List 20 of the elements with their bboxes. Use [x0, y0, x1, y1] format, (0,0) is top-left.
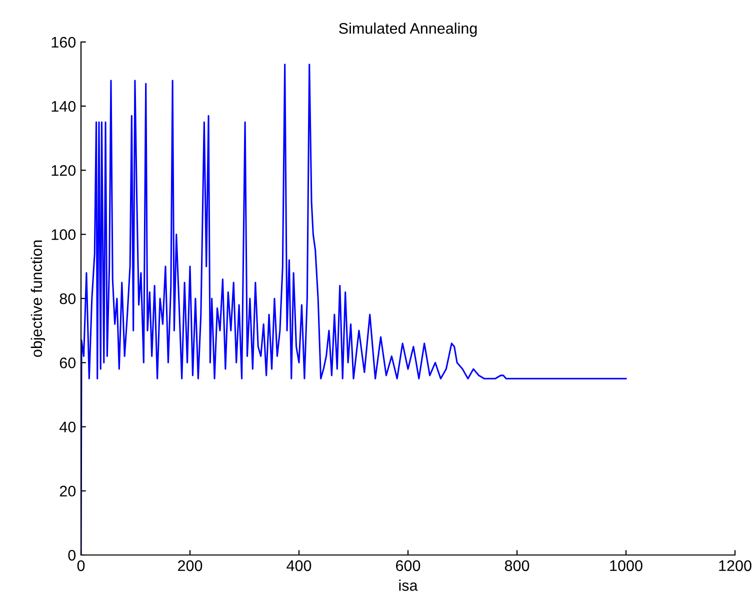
- x-tick-label: 1000: [610, 560, 642, 572]
- x-tick-label: 1200: [719, 560, 752, 572]
- y-tick-label: 20: [60, 486, 76, 497]
- y-tick-label: 160: [52, 36, 76, 48]
- x-axis-title: isa: [399, 580, 418, 591]
- y-tick-label: 60: [60, 357, 76, 368]
- y-tick-label: 120: [52, 165, 76, 176]
- x-tick-label: 600: [396, 560, 420, 572]
- y-tick-label: 0: [68, 550, 76, 561]
- x-tick-label: 200: [178, 560, 202, 572]
- x-tick-label: 800: [504, 560, 530, 572]
- y-tick-label: 140: [52, 100, 76, 112]
- x-tick-label: 0: [77, 560, 85, 572]
- y-axis-title: objective function: [30, 240, 46, 357]
- y-tick-label: 40: [60, 422, 76, 432]
- y-tick-label: 80: [60, 293, 76, 304]
- line-series: [81, 64, 627, 555]
- chart-title: Simulated Annealing: [339, 22, 477, 37]
- y-tick-label: 100: [52, 229, 76, 240]
- x-tick-label: 400: [286, 560, 312, 572]
